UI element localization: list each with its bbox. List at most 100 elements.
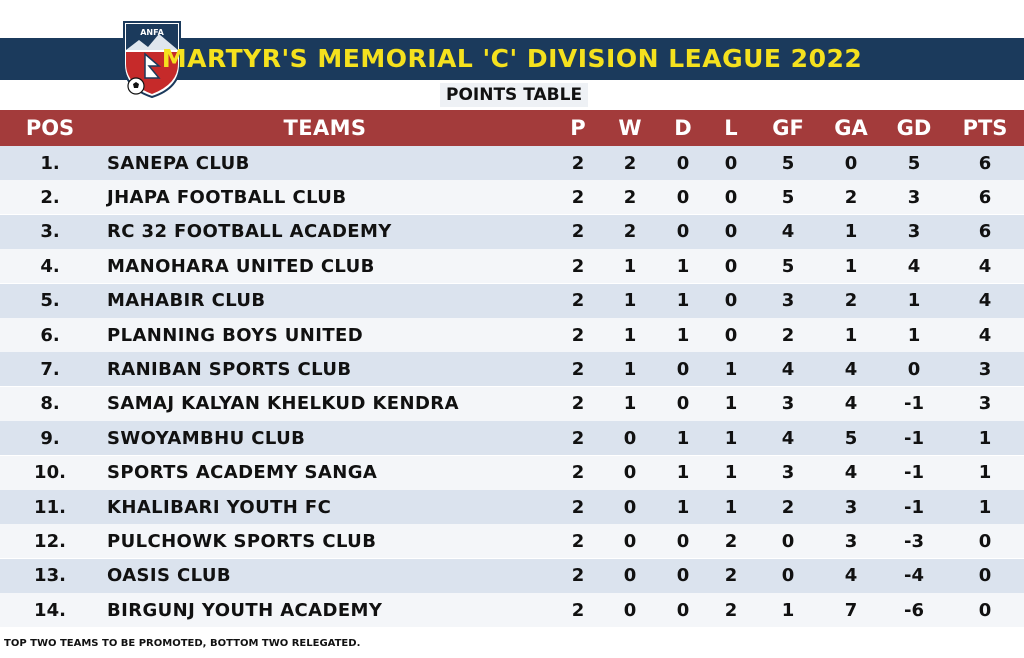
cell-pts: 1: [978, 462, 992, 484]
cell-d: 0: [676, 358, 690, 380]
cell-l: 2: [724, 599, 738, 621]
cell-gf: 4: [781, 427, 795, 449]
table-row: 10. SPORTS ACADEMY SANGA 2 0 1 1 3 4 -1 1: [0, 455, 1024, 490]
cell-w: 0: [623, 599, 637, 621]
cell-ga: 7: [844, 599, 858, 621]
cell-d: 1: [676, 462, 690, 484]
cell-gd: -1: [904, 393, 924, 415]
cell-d: 0: [676, 393, 690, 415]
cell-d: 0: [676, 530, 690, 552]
col-l-header: L: [724, 116, 738, 140]
cell-ga: 5: [844, 427, 858, 449]
cell-d: 1: [676, 427, 690, 449]
cell-pts: 3: [978, 358, 992, 380]
logo-text: ANFA: [140, 28, 164, 37]
cell-d: 1: [676, 496, 690, 518]
cell-w: 2: [623, 186, 637, 208]
cell-pos: 5.: [40, 290, 60, 312]
cell-team: BIRGUNJ YOUTH ACADEMY: [107, 599, 383, 621]
cell-team: OASIS CLUB: [107, 565, 232, 587]
cell-l: 0: [724, 186, 738, 208]
footnote: TOP TWO TEAMS TO BE PROMOTED, BOTTOM TWO…: [4, 638, 361, 649]
cell-l: 0: [724, 290, 738, 312]
cell-team: SAMAJ KALYAN KHELKUD KENDRA: [107, 393, 459, 415]
cell-team: SANEPA CLUB: [107, 152, 250, 174]
cell-gf: 5: [781, 186, 795, 208]
table-row: 13. OASIS CLUB 2 0 0 2 0 4 -4 0: [0, 558, 1024, 593]
cell-gd: 0: [907, 358, 921, 380]
table-row: 6. PLANNING BOYS UNITED 2 1 1 0 2 1 1 4: [0, 318, 1024, 352]
cell-w: 0: [623, 565, 637, 587]
cell-team: SWOYAMBHU CLUB: [107, 427, 306, 449]
cell-l: 1: [724, 358, 738, 380]
cell-p: 2: [571, 599, 585, 621]
cell-team: RC 32 FOOTBALL ACADEMY: [107, 221, 392, 243]
table-row: 14. BIRGUNJ YOUTH ACADEMY 2 0 0 2 1 7 -6 0: [0, 593, 1024, 628]
cell-d: 0: [676, 599, 690, 621]
cell-pts: 6: [978, 186, 992, 208]
anfa-logo: ANFA: [123, 21, 181, 98]
cell-d: 1: [676, 255, 690, 277]
cell-p: 2: [571, 221, 585, 243]
cell-team: SPORTS ACADEMY SANGA: [107, 462, 378, 484]
cell-w: 1: [623, 393, 637, 415]
cell-team: PLANNING BOYS UNITED: [107, 324, 364, 346]
cell-team: RANIBAN SPORTS CLUB: [107, 358, 352, 380]
cell-l: 2: [724, 530, 738, 552]
cell-gd: 1: [907, 290, 921, 312]
cell-w: 2: [623, 152, 637, 174]
cell-ga: 2: [844, 290, 858, 312]
cell-pts: 0: [978, 599, 992, 621]
cell-gf: 3: [781, 462, 795, 484]
cell-p: 2: [571, 186, 585, 208]
cell-gd: -1: [904, 496, 924, 518]
cell-p: 2: [571, 462, 585, 484]
cell-d: 0: [676, 565, 690, 587]
points-table-subtitle: POINTS TABLE: [440, 83, 589, 107]
cell-gf: 2: [781, 496, 795, 518]
cell-pos: 4.: [40, 255, 60, 277]
cell-pts: 4: [978, 290, 992, 312]
cell-p: 2: [571, 565, 585, 587]
cell-gd: -4: [904, 565, 924, 587]
cell-ga: 4: [844, 358, 858, 380]
cell-pts: 3: [978, 393, 992, 415]
cell-team: MAHABIR CLUB: [107, 290, 266, 312]
cell-pos: 3.: [40, 221, 60, 243]
cell-l: 2: [724, 565, 738, 587]
cell-ga: 2: [844, 186, 858, 208]
cell-w: 2: [623, 221, 637, 243]
cell-pts: 0: [978, 530, 992, 552]
cell-d: 0: [676, 152, 690, 174]
cell-ga: 4: [844, 565, 858, 587]
table-row: 2. JHAPA FOOTBALL CLUB 2 2 0 0 5 2 3 6: [0, 180, 1024, 215]
table-row: 8. SAMAJ KALYAN KHELKUD KENDRA 2 1 0 1 3 4 -1 3: [0, 386, 1024, 421]
cell-gd: -1: [904, 462, 924, 484]
cell-team: KHALIBARI YOUTH FC: [107, 496, 332, 518]
cell-gf: 0: [781, 530, 795, 552]
cell-l: 0: [724, 324, 738, 346]
cell-pos: 9.: [40, 427, 60, 449]
cell-l: 0: [724, 255, 738, 277]
cell-l: 0: [724, 152, 738, 174]
cell-gf: 4: [781, 358, 795, 380]
cell-gd: 3: [907, 221, 921, 243]
col-pos-header: POS: [25, 116, 75, 140]
cell-pts: 4: [978, 324, 992, 346]
cell-ga: 4: [844, 393, 858, 415]
cell-w: 1: [623, 255, 637, 277]
cell-l: 1: [724, 393, 738, 415]
cell-l: 0: [724, 221, 738, 243]
cell-pos: 14.: [34, 599, 66, 621]
cell-gd: 1: [907, 324, 921, 346]
cell-l: 1: [724, 427, 738, 449]
cell-pos: 1.: [40, 152, 60, 174]
cell-ga: 1: [844, 324, 858, 346]
col-gd-header: GD: [896, 116, 932, 140]
cell-gd: 3: [907, 186, 921, 208]
col-d-header: D: [674, 116, 692, 140]
table-row: 7. RANIBAN SPORTS CLUB 2 1 0 1 4 4 0 3: [0, 352, 1024, 387]
table-row: 5. MAHABIR CLUB 2 1 1 0 3 2 1 4: [0, 283, 1024, 318]
cell-p: 2: [571, 255, 585, 277]
cell-pts: 1: [978, 427, 992, 449]
